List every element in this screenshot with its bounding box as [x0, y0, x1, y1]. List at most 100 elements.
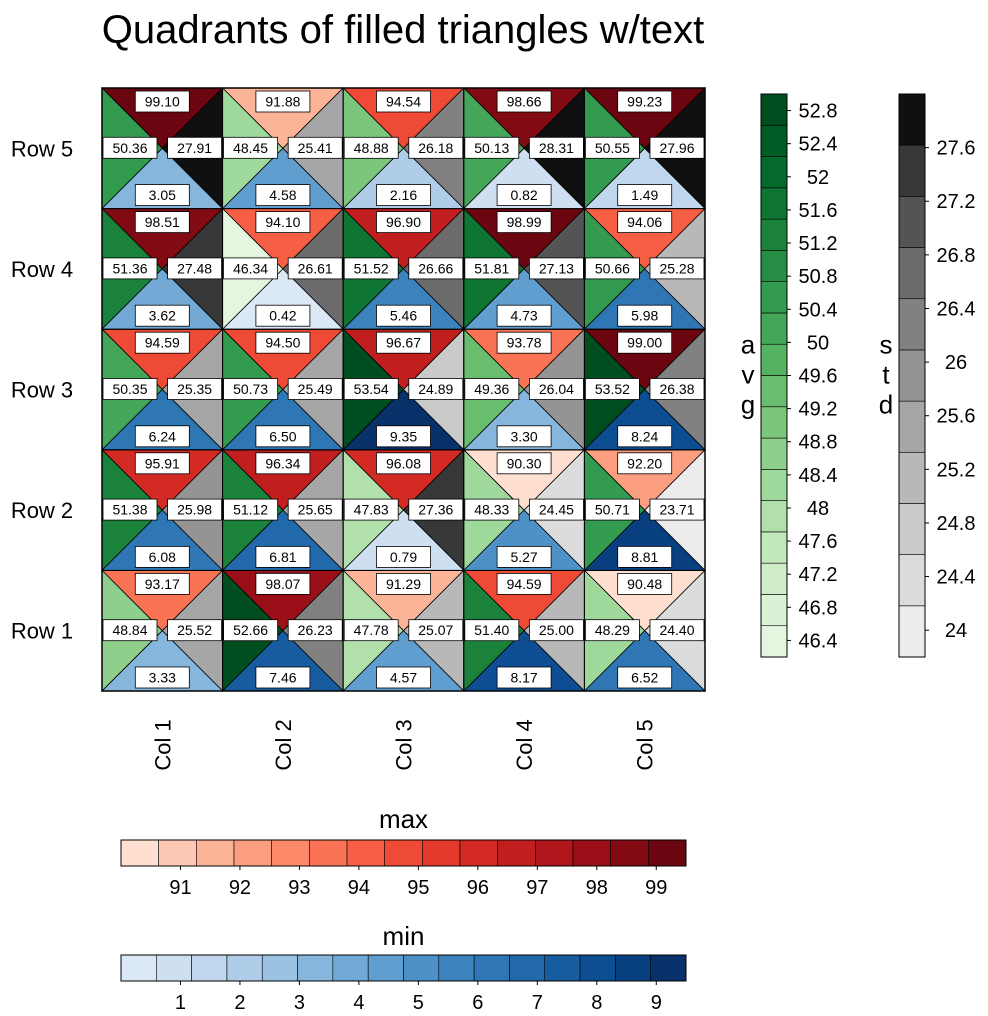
min-label-box — [617, 425, 673, 448]
avg-label-box — [585, 257, 640, 280]
colorbar-box — [459, 839, 498, 867]
avg-value-label: 51.52 — [354, 260, 389, 276]
avg-value-label: 51.12 — [233, 502, 268, 518]
max-value-label: 94.59 — [145, 335, 180, 351]
max-label-box — [255, 331, 311, 354]
min-value-label: 0.79 — [390, 549, 417, 565]
colorbar-tick-label: 50.4 — [799, 299, 838, 321]
cell-r1-c1: 93.17 48.84 25.52 3.33 — [101, 569, 224, 692]
colorbar-box — [261, 954, 298, 982]
std-value-label: 24.45 — [539, 502, 574, 518]
cell-r5-c2: 91.88 48.45 25.41 4.58 — [221, 87, 345, 210]
std-label-box — [408, 257, 464, 280]
max-label-box — [255, 573, 311, 595]
std-value-label: 25.49 — [298, 381, 333, 397]
cell-r5-c5: 99.23 50.55 27.96 1.49 — [583, 87, 706, 210]
colorbar-tick-label: 24 — [945, 620, 967, 642]
min-value-label: 5.46 — [390, 308, 417, 324]
avg-label-box — [585, 136, 640, 159]
max-value-label: 99.23 — [627, 94, 662, 110]
colorbar-box — [572, 839, 611, 867]
min-label-box — [496, 184, 552, 207]
max-value-label: 98.07 — [265, 576, 300, 592]
colorbar-box — [233, 839, 272, 867]
min-label-box — [255, 304, 311, 327]
colorbar-tick-label: 25.2 — [937, 459, 976, 481]
avg-value-label: 50.36 — [112, 140, 147, 156]
avg-label-box — [223, 257, 279, 280]
min-label-box — [617, 546, 673, 568]
colorbar-box — [332, 954, 369, 982]
avg-label-box — [223, 378, 279, 400]
colorbar-box — [158, 839, 197, 867]
max-label-box — [376, 331, 431, 354]
std-label-box — [287, 498, 343, 521]
min-value-label: 8.24 — [631, 428, 658, 444]
colorbar-box — [760, 625, 788, 658]
max-label-box — [134, 331, 190, 354]
colorbar-box — [760, 124, 788, 157]
std-value-label: 25.52 — [177, 622, 212, 638]
cell-r3-c5: 99.00 53.52 26.38 8.24 — [583, 328, 706, 451]
max-label-box — [134, 573, 190, 595]
cell-r2-c3: 96.08 47.83 27.36 0.79 — [342, 448, 465, 572]
min-label-box — [617, 184, 673, 207]
colorbar-title-letter: s — [880, 330, 893, 360]
std-value-label: 25.00 — [539, 622, 574, 638]
colorbar-tick-label: 47.6 — [799, 531, 838, 553]
colorbar-box — [898, 400, 926, 453]
avg-value-label: 51.81 — [474, 260, 509, 276]
row-label-1: Row 1 — [11, 619, 73, 644]
max-value-label: 99.10 — [145, 94, 180, 110]
avg-value-label: 49.36 — [474, 381, 509, 397]
min-value-label: 1.49 — [631, 187, 658, 203]
colorbar-box — [309, 839, 348, 867]
colorbar-box — [898, 93, 926, 146]
avg-value-label: 48.84 — [112, 622, 147, 638]
std-label-box — [529, 619, 584, 642]
colorbar-tick-label: 46.4 — [799, 630, 838, 652]
std-value-label: 24.89 — [418, 381, 453, 397]
min-value-label: 7.46 — [269, 670, 296, 686]
colorbar-box — [579, 954, 616, 982]
colorbar-title: max — [379, 804, 428, 834]
colorbar-tick-label: 91 — [169, 877, 191, 899]
colorbar-box — [898, 247, 926, 300]
max-value-label: 90.30 — [507, 455, 542, 471]
cell-r2-c2: 96.34 51.12 25.65 6.81 — [221, 448, 345, 572]
min-label-box — [376, 425, 431, 448]
avg-value-label: 50.66 — [595, 260, 630, 276]
max-value-label: 95.91 — [145, 455, 180, 471]
colorbar-tick-label: 47.2 — [799, 564, 838, 586]
colorbar-tick-label: 99 — [645, 877, 667, 899]
std-label-box — [167, 257, 223, 280]
max-value-label: 96.34 — [265, 455, 300, 471]
colorbar-tick-label: 52.8 — [799, 101, 838, 123]
colorbar-box — [120, 954, 157, 982]
min-value-label: 6.08 — [149, 549, 176, 565]
max-label-box — [376, 573, 431, 595]
min-label-box — [376, 666, 431, 689]
avg-value-label: 52.66 — [233, 622, 268, 638]
avg-value-label: 53.54 — [354, 381, 389, 397]
min-label-box — [496, 666, 552, 689]
colorbar-box — [648, 839, 687, 867]
min-label-box — [134, 425, 190, 448]
avg-label-box — [102, 378, 158, 400]
avg-value-label: 48.29 — [595, 622, 630, 638]
max-label-box — [617, 573, 673, 595]
colorbar-box — [191, 954, 228, 982]
avg-value-label: 48.45 — [233, 140, 268, 156]
min-value-label: 0.82 — [510, 187, 537, 203]
std-label-box — [408, 136, 464, 159]
colorbar-box — [422, 839, 461, 867]
max-label-box — [617, 211, 673, 234]
max-value-label: 93.17 — [145, 576, 180, 592]
min-label-box — [376, 184, 431, 207]
col-labels: Col 1 Col 2 Col 3 Col 4 Col 5 — [150, 719, 657, 770]
colorbar-box — [438, 954, 475, 982]
avg-label-box — [585, 498, 640, 521]
min-value-label: 3.62 — [149, 308, 176, 324]
colorbar-box — [497, 839, 536, 867]
colorbar-box — [196, 839, 235, 867]
